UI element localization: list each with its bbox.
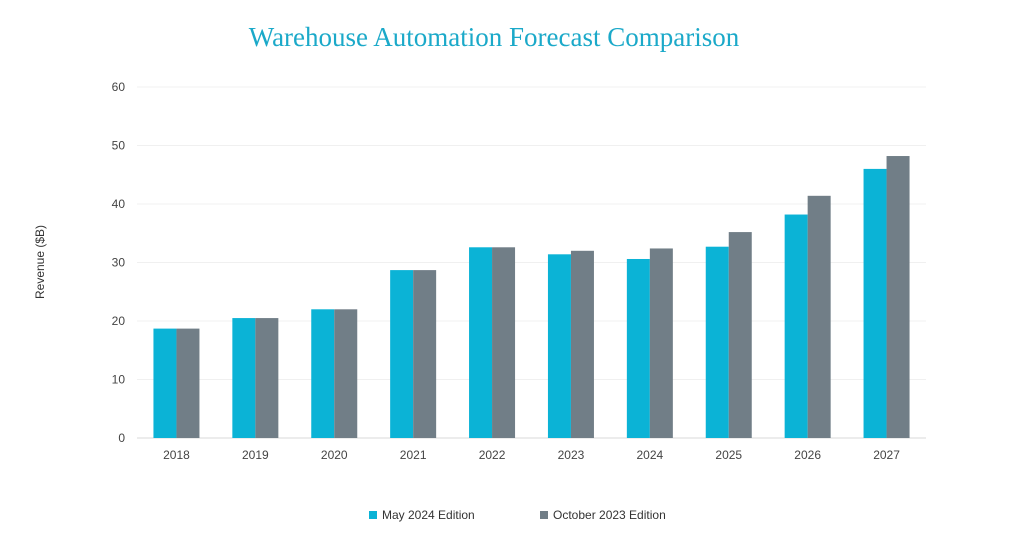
chart-title: Warehouse Automation Forecast Comparison — [248, 22, 740, 52]
bar-october-2023-2022 — [492, 247, 516, 438]
x-tick-label: 2025 — [715, 448, 742, 462]
legend-label: October 2023 Edition — [553, 508, 666, 522]
x-axis-ticks: 2018 2019 2020 2021 2022 2023 2024 2025 2026 2027 — [163, 448, 900, 462]
y-tick-label: 20 — [112, 314, 126, 328]
legend-item-may-2024[interactable]: May 2024 Edition — [369, 508, 475, 522]
x-tick-label: 2021 — [400, 448, 427, 462]
y-tick-label: 10 — [112, 373, 126, 387]
bar-may-2024-2025 — [705, 246, 729, 438]
bar-october-2023-2019 — [255, 318, 279, 438]
y-tick-label: 0 — [118, 431, 125, 445]
bar-october-2023-2023 — [570, 250, 594, 438]
bar-october-2023-2020 — [334, 309, 358, 438]
bar-may-2024-2024 — [626, 258, 650, 438]
x-tick-label: 2020 — [321, 448, 348, 462]
legend: May 2024 Edition October 2023 Edition — [0, 508, 1021, 526]
bar-october-2023-2025 — [728, 232, 752, 438]
y-tick-label: 50 — [112, 139, 126, 153]
bar-may-2024-2027 — [863, 168, 887, 438]
bar-may-2024-2023 — [547, 254, 571, 438]
bar-may-2024-2026 — [784, 214, 808, 438]
bar-october-2023-2018 — [176, 328, 200, 438]
x-tick-label: 2019 — [242, 448, 269, 462]
y-axis-ticks: 0 10 20 30 40 50 60 — [112, 80, 126, 445]
legend-swatch — [540, 511, 548, 519]
bars — [153, 156, 910, 438]
x-tick-label: 2023 — [558, 448, 585, 462]
bar-october-2023-2021 — [413, 270, 437, 438]
bar-may-2024-2018 — [153, 328, 177, 438]
x-tick-label: 2018 — [163, 448, 190, 462]
legend-item-october-2023[interactable]: October 2023 Edition — [540, 508, 666, 522]
x-tick-label: 2024 — [636, 448, 663, 462]
bar-october-2023-2026 — [807, 195, 831, 438]
bar-october-2023-2027 — [886, 156, 910, 438]
x-tick-label: 2027 — [873, 448, 900, 462]
bar-may-2024-2020 — [311, 309, 335, 438]
y-tick-label: 30 — [112, 256, 126, 270]
legend-swatch — [369, 511, 377, 519]
y-tick-label: 60 — [112, 80, 126, 94]
x-tick-label: 2022 — [479, 448, 506, 462]
bar-may-2024-2021 — [390, 270, 414, 438]
bar-october-2023-2024 — [649, 248, 673, 438]
y-tick-label: 40 — [112, 197, 126, 211]
bar-may-2024-2022 — [469, 247, 493, 438]
bar-may-2024-2019 — [232, 318, 256, 438]
legend-label: May 2024 Edition — [382, 508, 475, 522]
x-tick-label: 2026 — [794, 448, 821, 462]
